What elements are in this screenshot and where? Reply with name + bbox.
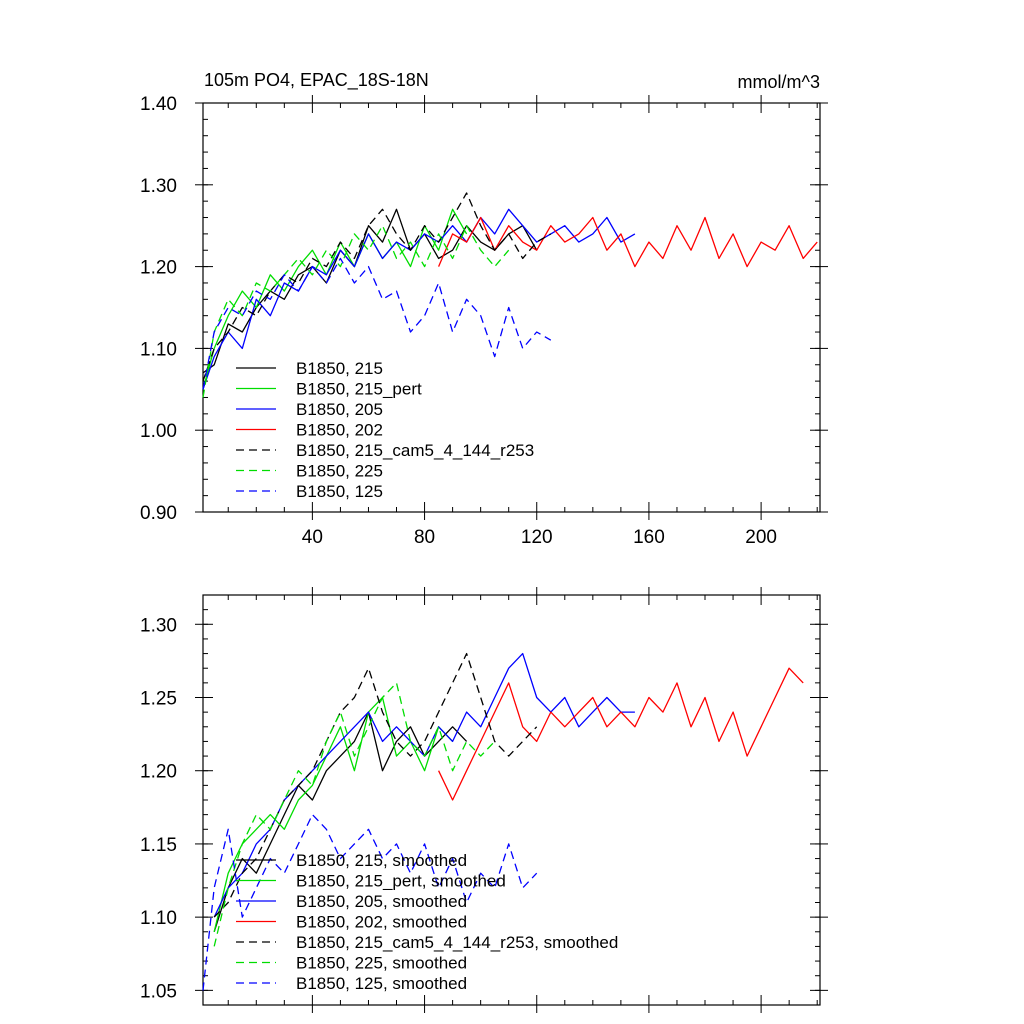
legend-label-b1850-215-cam5-4-144-r253: B1850, 215_cam5_4_144_r253 — [296, 441, 534, 460]
legend-label-b1850-215-pert-smoothed: B1850, 215_pert, smoothed — [296, 872, 506, 891]
series-line-b1850-215-cam5-4-144-r253 — [202, 192, 552, 382]
y-tick-label: 1.20 — [140, 258, 177, 279]
legend-label-b1850-225: B1850, 225 — [296, 462, 383, 481]
top-chart-panel: 105m PO4, EPAC_18S-18N mmol/m^3 40 80 120 1… — [140, 70, 828, 548]
y-tick-label: 1.10 — [140, 339, 177, 360]
y-tick-label: 1.25 — [140, 689, 177, 710]
series-line-b1850-225 — [202, 225, 510, 398]
series-line-b1850-205 — [202, 208, 636, 390]
chart-title: 105m PO4, EPAC_18S-18N — [204, 70, 429, 91]
series-line-b1850-202-smoothed — [438, 667, 804, 801]
y-tick-label: 1.10 — [140, 908, 177, 929]
y-tick-label: 1.30 — [140, 615, 177, 636]
x-tick-label: 40 — [302, 527, 323, 548]
chart-units-label: mmol/m^3 — [738, 72, 820, 92]
plot-frame — [202, 102, 821, 513]
y-tick-label: 1.30 — [140, 176, 177, 197]
x-tick-label: 80 — [414, 527, 435, 548]
x-tick-label: 120 — [521, 527, 553, 548]
series-line-b1850-215-cam5-4-144-r253-smoothed — [213, 652, 538, 918]
y-tick-label: 1.15 — [140, 835, 177, 856]
series-line-b1850-215-pert-smoothed — [213, 696, 454, 932]
legend-label-b1850-215: B1850, 215 — [296, 359, 383, 378]
y-tick-label: 1.05 — [140, 981, 177, 1002]
legend-label-b1850-125-smoothed: B1850, 125, smoothed — [296, 974, 467, 993]
legend-label-b1850-202: B1850, 202 — [296, 421, 383, 440]
legend-label-b1850-215-pert: B1850, 215_pert — [296, 380, 422, 399]
x-tick-label: 200 — [745, 527, 777, 548]
y-tick-label: 1.40 — [140, 94, 177, 115]
legend-label-b1850-125: B1850, 125 — [296, 482, 383, 501]
y-tick-label: 1.00 — [140, 421, 177, 442]
legend-label-b1850-202-smoothed: B1850, 202, smoothed — [296, 913, 467, 932]
legend-label-b1850-205-smoothed: B1850, 205, smoothed — [296, 892, 467, 911]
y-tick-label: 1.20 — [140, 762, 177, 783]
series-line-b1850-202 — [438, 216, 818, 268]
y-tick-label: 0.90 — [140, 503, 177, 524]
bottom-chart-panel: 1.05 1.10 1.15 1.20 1.25 1.30 B1850, 215, smoo… — [140, 587, 828, 1013]
legend-label-b1850-215-cam5-4-144-r253-smoothed: B1850, 215_cam5_4_144_r253, smoothed — [296, 933, 618, 952]
series-line-b1850-125 — [202, 257, 552, 390]
legend-label-b1850-215-smoothed: B1850, 215, smoothed — [296, 851, 467, 870]
series-line-b1850-125-smoothed — [202, 813, 538, 991]
legend-label-b1850-225-smoothed: B1850, 225, smoothed — [296, 954, 467, 973]
series-line-b1850-225-smoothed — [213, 682, 496, 947]
legend-label-b1850-205: B1850, 205 — [296, 400, 383, 419]
x-tick-label: 160 — [633, 527, 665, 548]
